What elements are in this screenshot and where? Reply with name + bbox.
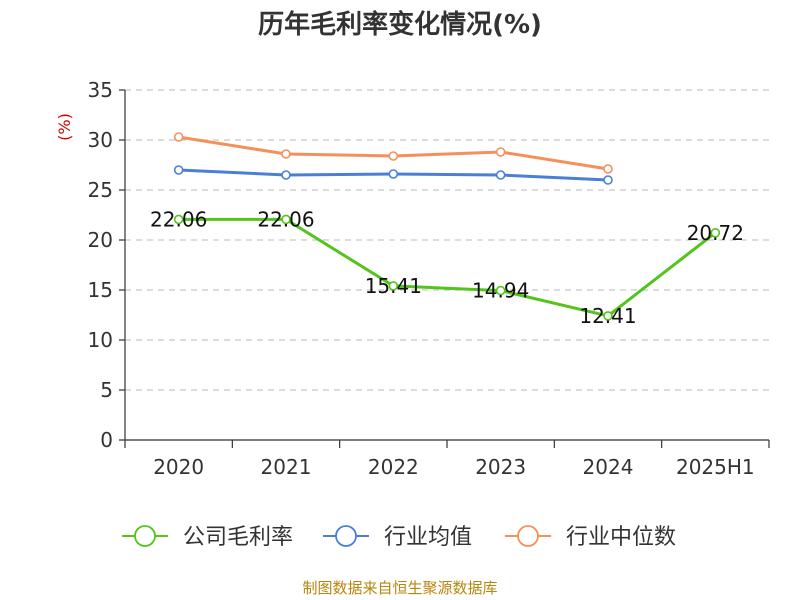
y-axis-label: (%) xyxy=(55,113,74,141)
legend-item: 行业中位数 xyxy=(505,525,676,550)
y-tick-label: 25 xyxy=(88,178,113,202)
data-label: 22.06 xyxy=(257,207,314,231)
legend-label: 行业中位数 xyxy=(566,525,676,550)
series-0 xyxy=(173,214,721,321)
data-point xyxy=(281,170,291,180)
y-tick-label: 0 xyxy=(100,428,113,452)
data-label: 20.72 xyxy=(687,221,744,245)
data-point xyxy=(173,132,184,142)
data-label: 14.94 xyxy=(472,279,529,303)
y-tick-label: 10 xyxy=(88,328,113,352)
x-tick-label: 2025H1 xyxy=(676,455,755,479)
x-tick-label: 2023 xyxy=(475,455,526,479)
data-point xyxy=(603,175,613,185)
y-tick-label: 15 xyxy=(88,278,113,302)
legend-item: 公司毛利率 xyxy=(122,525,293,550)
y-tick-label: 30 xyxy=(88,128,113,152)
legend-item: 行业均值 xyxy=(323,525,472,550)
x-tick-label: 2020 xyxy=(153,455,204,479)
series-1 xyxy=(173,165,613,185)
data-point xyxy=(173,214,184,225)
data-point xyxy=(495,170,506,180)
data-point xyxy=(495,147,506,157)
data-point xyxy=(603,164,613,174)
series-line xyxy=(178,217,717,318)
legend-label: 行业均值 xyxy=(384,525,472,550)
legend-marker xyxy=(517,525,539,547)
data-label: 15.41 xyxy=(365,274,422,298)
legend-marker xyxy=(335,525,357,547)
legend: 公司毛利率 行业均值 行业中位数 xyxy=(122,525,676,550)
chart-title: 历年毛利率变化情况(%) xyxy=(258,9,542,40)
y-tick-label: 35 xyxy=(88,78,113,102)
source-note: 制图数据来自恒生聚源数据库 xyxy=(302,579,497,597)
data-point xyxy=(173,165,184,175)
x-tick-label: 2021 xyxy=(261,455,312,479)
data-point xyxy=(603,311,613,321)
data-label: 12.41 xyxy=(579,304,636,328)
data-point xyxy=(388,169,399,179)
data-point xyxy=(388,281,399,291)
grid-lines xyxy=(125,89,769,391)
series-group xyxy=(173,132,721,321)
data-point xyxy=(281,149,291,159)
data-point xyxy=(495,285,506,296)
x-tick-label: 2022 xyxy=(368,455,419,479)
axes: 0 5 10 15 20 25 30 35 2020 2021 2022 2023 2024 2025H1 xyxy=(88,78,770,479)
data-label: 22.06 xyxy=(150,207,207,231)
data-point xyxy=(281,214,291,225)
series-2 xyxy=(173,132,613,174)
y-tick-label: 5 xyxy=(100,378,113,402)
data-point xyxy=(388,151,399,161)
legend-marker xyxy=(134,525,156,547)
data-labels: 22.06 22.06 15.41 14.94 12.41 20.72 xyxy=(150,207,744,328)
data-point xyxy=(710,228,721,238)
y-tick-label: 20 xyxy=(88,228,113,252)
x-tick-label: 2024 xyxy=(583,455,634,479)
legend-label: 公司毛利率 xyxy=(183,525,293,550)
